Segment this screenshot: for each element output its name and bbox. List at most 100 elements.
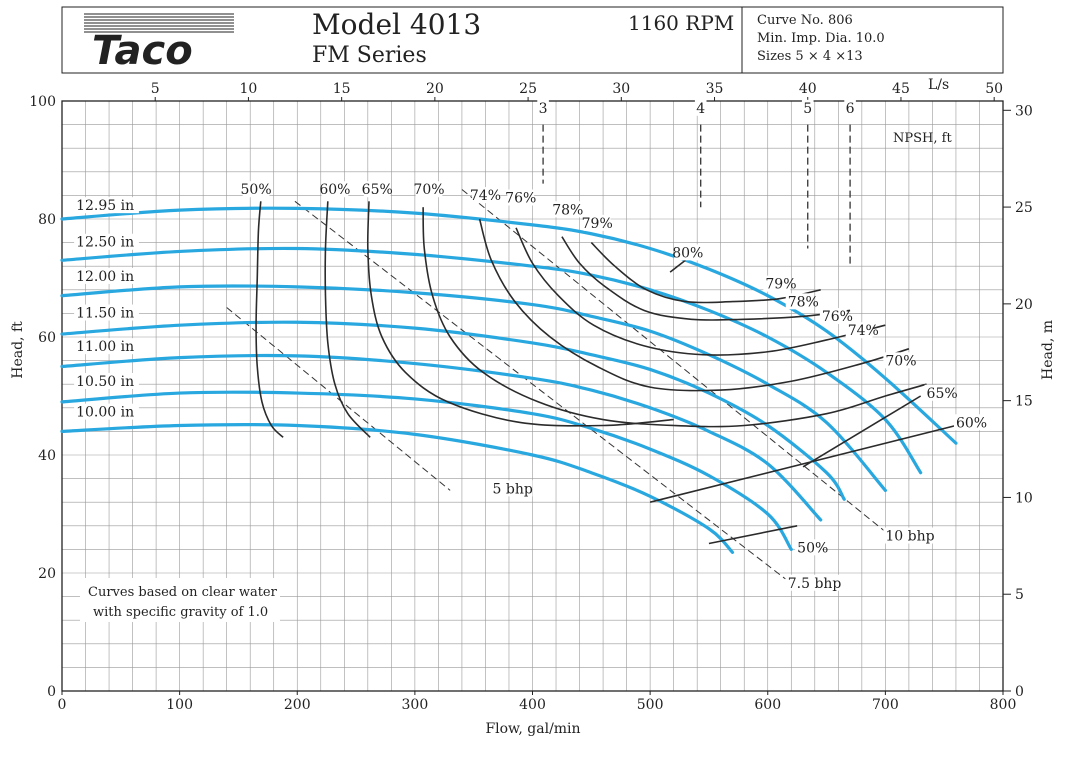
y-tick-label: 60 bbox=[38, 330, 56, 346]
label-bg bbox=[883, 527, 933, 544]
rpm-text: 1160 RPM bbox=[628, 11, 734, 35]
npsh-label: NPSH, ft bbox=[893, 131, 952, 146]
curve-label: 70% bbox=[413, 182, 444, 198]
model-title: Model 4013 bbox=[312, 8, 481, 41]
label-bg bbox=[801, 99, 814, 116]
x-tick-label: 500 bbox=[637, 697, 664, 713]
curve-label: 50% bbox=[797, 540, 828, 556]
curve-label: 74% bbox=[470, 188, 501, 204]
y-tick-label: 80 bbox=[38, 212, 56, 228]
right-tick-label: 10 bbox=[1015, 490, 1033, 506]
curve-label: 5 bbox=[803, 101, 812, 117]
label-bg bbox=[74, 372, 139, 389]
bhp-line bbox=[294, 200, 786, 580]
curve-label: 78% bbox=[788, 294, 819, 310]
curve-label: 79% bbox=[765, 277, 796, 293]
label-bg bbox=[490, 480, 533, 497]
curve-labels: 12.95 in 12.50 in 12.00 in 11.50 in 11.00 in… bbox=[74, 99, 987, 592]
label-bg bbox=[74, 403, 139, 420]
label-bg bbox=[74, 197, 139, 214]
efficiency-curve-lower bbox=[802, 395, 922, 468]
label-bg bbox=[953, 414, 981, 431]
label-bg bbox=[74, 233, 139, 250]
label-bg bbox=[472, 187, 499, 204]
top-tick-label: 15 bbox=[333, 81, 351, 97]
label-bg bbox=[795, 539, 822, 556]
curve-label: 79% bbox=[582, 216, 613, 232]
bhp-lines bbox=[226, 189, 886, 580]
impeller-curve bbox=[60, 206, 958, 445]
efficiency-curve bbox=[590, 242, 821, 304]
top-tick-label: 50 bbox=[985, 81, 1003, 97]
top-axis-unit: L/s bbox=[928, 77, 949, 93]
label-bg bbox=[844, 99, 856, 116]
x-tick-label: 400 bbox=[519, 697, 546, 713]
label-bg bbox=[819, 308, 847, 325]
label-bg bbox=[785, 293, 813, 310]
curve-label: 7.5 bhp bbox=[788, 576, 842, 592]
y-tick-label: 100 bbox=[29, 94, 56, 110]
y-tick-label: 0 bbox=[47, 684, 56, 700]
bhp-line bbox=[461, 189, 886, 533]
curve-label: 12.95 in bbox=[76, 198, 134, 214]
label-bg bbox=[554, 201, 582, 218]
efficiency-curves bbox=[255, 201, 957, 545]
curve-label: 12.00 in bbox=[76, 269, 134, 285]
curve-label: 70% bbox=[885, 353, 916, 369]
top-tick-label: 40 bbox=[799, 81, 817, 97]
right-tick-label: 30 bbox=[1015, 103, 1033, 119]
efficiency-curve bbox=[422, 207, 927, 428]
right-tick-label: 15 bbox=[1015, 394, 1033, 410]
right-tick-label: 25 bbox=[1015, 200, 1033, 216]
right-tick-label: 0 bbox=[1015, 684, 1024, 700]
note-box bbox=[80, 578, 280, 622]
curve-label: 3 bbox=[539, 101, 548, 117]
label-bg bbox=[845, 322, 873, 339]
impeller-curve bbox=[60, 284, 887, 492]
x-tick-label: 700 bbox=[872, 697, 899, 713]
x-tick-label: 0 bbox=[58, 697, 67, 713]
curve-label: 65% bbox=[927, 386, 958, 402]
impeller-curve bbox=[60, 422, 735, 554]
efficiency-curve bbox=[478, 218, 910, 392]
curve-label: 10 bhp bbox=[885, 529, 934, 545]
label-bg bbox=[507, 189, 535, 206]
label-bg bbox=[583, 214, 611, 231]
x-axis-title: Flow, gal/min bbox=[485, 721, 580, 737]
curve-label: 11.50 in bbox=[76, 306, 134, 322]
efficiency-curve bbox=[561, 236, 851, 321]
top-tick-label: 5 bbox=[151, 81, 160, 97]
label-bg bbox=[74, 304, 139, 321]
label-bg bbox=[785, 574, 843, 591]
x-tick-label: 800 bbox=[990, 697, 1017, 713]
curve-label: 65% bbox=[362, 182, 393, 198]
curve-label: 12.50 in bbox=[76, 235, 134, 251]
y-axis-title: Head, ft bbox=[10, 321, 26, 379]
top-tick-label: 35 bbox=[706, 81, 724, 97]
efficiency-curve bbox=[366, 201, 674, 427]
x-tick-label: 100 bbox=[166, 697, 193, 713]
curve-label: 6 bbox=[846, 101, 855, 117]
y-tick-label: 40 bbox=[38, 448, 56, 464]
curve-label: 10.50 in bbox=[76, 374, 134, 390]
label-bg bbox=[883, 352, 911, 369]
top-tick-label: 20 bbox=[426, 81, 444, 97]
impeller-curve bbox=[60, 390, 793, 551]
x-tick-label: 200 bbox=[284, 697, 311, 713]
top-tick-label: 45 bbox=[892, 81, 910, 97]
label-bg bbox=[363, 181, 391, 198]
right-tick-label: 5 bbox=[1015, 587, 1024, 603]
series-title: FM Series bbox=[312, 43, 427, 68]
x-tick-label: 300 bbox=[402, 697, 429, 713]
brand-text: Taco bbox=[92, 28, 193, 74]
top-tick-label: 25 bbox=[519, 81, 537, 97]
curve-label: 80% bbox=[672, 245, 703, 261]
efficiency-curve-lower bbox=[708, 525, 798, 545]
efficiency-curve bbox=[669, 259, 686, 273]
curve-label: 60% bbox=[319, 182, 350, 198]
top-tick-label: 30 bbox=[612, 81, 630, 97]
header-box bbox=[61, 6, 1004, 74]
note-line-2: with specific gravity of 1.0 bbox=[93, 605, 268, 620]
y-tick-label: 20 bbox=[38, 566, 56, 582]
